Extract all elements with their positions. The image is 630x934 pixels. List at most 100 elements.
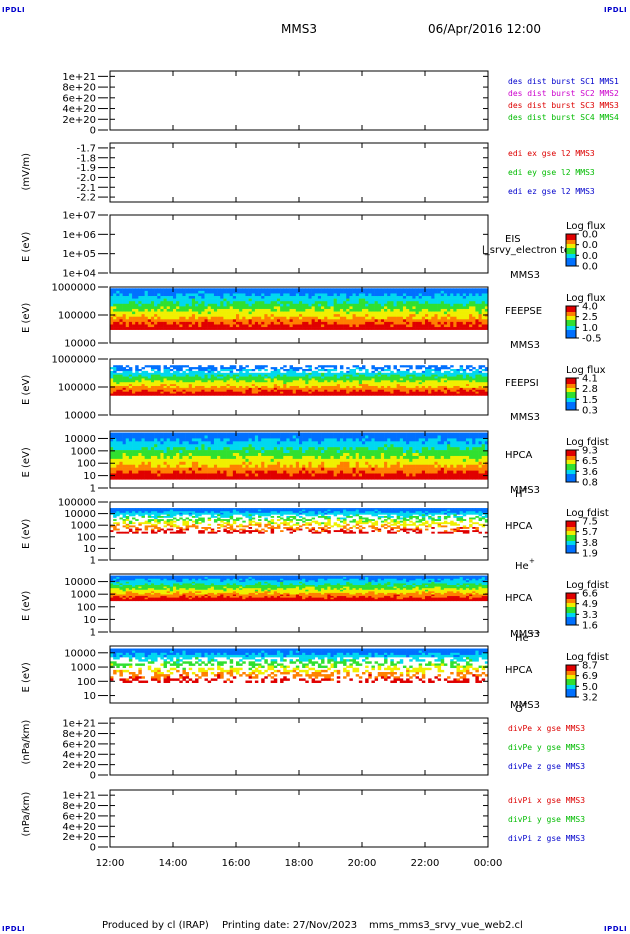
spectrogram-cell (157, 389, 161, 392)
spectrogram-cell (305, 372, 309, 375)
spectrogram-cell (154, 450, 158, 454)
spectrogram-cell (308, 387, 312, 391)
spectrogram-cell (406, 327, 410, 330)
spectrogram-cell (258, 467, 262, 471)
spectrogram-cell (443, 293, 448, 297)
spectrogram-cell (292, 444, 297, 448)
spectrogram-cell (198, 327, 202, 330)
spectrogram-cell (302, 296, 306, 299)
spectrogram-cell (176, 473, 180, 477)
spectrogram-cell (428, 378, 432, 381)
spectrogram-cell (157, 306, 161, 310)
spectrogram-cell (295, 435, 300, 439)
spectrogram-cell (308, 314, 312, 318)
spectrogram-cell (261, 298, 265, 302)
spectrogram-cell (242, 372, 246, 375)
spectrogram-cell (147, 473, 152, 477)
spectrogram-cell (481, 314, 486, 318)
spectrogram-cell (292, 470, 297, 474)
spectrogram-cell (160, 389, 164, 392)
spectrogram-cell (125, 298, 130, 302)
spectrogram-cell (217, 314, 221, 318)
spectrogram-cell (270, 290, 275, 294)
spectrogram-cell (399, 316, 404, 320)
spectrogram-cell (349, 374, 353, 377)
spectrogram-cell (409, 290, 413, 294)
spectrogram-cell (254, 470, 259, 474)
spectrogram-cell (273, 376, 278, 379)
spectrogram-cell (453, 385, 457, 389)
spectrogram-cell (317, 301, 322, 305)
spectrogram-cell (110, 470, 114, 474)
spectrogram-cell (362, 324, 366, 328)
spectrogram-cell (220, 288, 224, 292)
spectrogram-cell (406, 393, 410, 396)
spectrogram-cell (116, 450, 120, 454)
colorbar-segment (566, 400, 576, 403)
spectrogram-cell (447, 308, 451, 312)
spectrogram-cell (305, 393, 309, 396)
spectrogram-cell (406, 293, 410, 297)
spectrogram-cell (412, 380, 416, 383)
spectrogram-cell (210, 467, 215, 471)
spectrogram-cell (286, 368, 290, 372)
spectrogram-cell (182, 288, 186, 292)
spectrogram-cell (248, 450, 253, 454)
spectrogram-cell (147, 447, 152, 451)
spectrogram-cell (195, 298, 199, 302)
spectrogram-cell (176, 393, 180, 396)
spectrogram-cell (198, 308, 202, 312)
spectrogram-cell (362, 327, 366, 330)
spectrogram-cell (135, 290, 139, 294)
spectrogram-cell (254, 303, 259, 307)
spectrogram-cell (447, 303, 451, 307)
spectrogram-cell (245, 303, 249, 307)
spectrogram-cell (283, 473, 287, 477)
spectrogram-cell (431, 306, 435, 310)
spectrogram-cell (207, 308, 212, 312)
spectrogram-cell (248, 327, 253, 330)
spectrogram-cell (191, 324, 196, 328)
spectrogram-cell (116, 380, 120, 383)
spectrogram-cell (242, 470, 246, 474)
spectrogram-cell (185, 447, 190, 451)
spectrogram-cell (273, 321, 278, 325)
spectrogram-cell (295, 389, 300, 392)
spectrogram-cell (191, 438, 196, 442)
spectrogram-cell (113, 473, 117, 477)
spectrogram-cell (431, 314, 435, 318)
spectrogram-cell (295, 432, 300, 436)
spectrogram-cell (160, 393, 164, 396)
spectrogram-cell (440, 298, 445, 302)
spectrogram-cell (154, 476, 158, 480)
spectrogram-cell (261, 391, 265, 394)
spectrogram-cell (157, 464, 161, 468)
spectrogram-cell (302, 288, 306, 292)
spectrogram-cell (371, 376, 375, 379)
spectrogram-cell (302, 293, 306, 297)
spectrogram-cell (176, 314, 180, 318)
spectrogram-cell (188, 293, 193, 297)
spectrogram-cell (261, 365, 265, 368)
spectrogram-cell (459, 311, 464, 315)
spectrogram-cell (292, 321, 297, 325)
spectrogram-cell (481, 301, 486, 305)
spectrogram-cell (365, 382, 369, 385)
spectrogram-cell (425, 319, 429, 323)
spectrogram-cell (132, 296, 136, 299)
spectrogram-cell (144, 385, 149, 389)
spectrogram-cell (286, 319, 290, 323)
spectrogram-cell (157, 376, 161, 379)
spectrogram-cell (217, 450, 221, 454)
spectrogram-cell (295, 288, 300, 292)
spectrogram-cell (336, 311, 341, 315)
spectrogram-cell (176, 464, 180, 468)
spectrogram-cell (242, 303, 246, 307)
spectrogram-cell (261, 293, 265, 297)
spectrogram-cell (299, 306, 303, 310)
spectrogram-cell (425, 306, 429, 310)
spectrogram-cell (475, 387, 479, 391)
spectrogram-cell (267, 385, 271, 389)
spectrogram-cell (135, 293, 139, 297)
spectrogram-cell (475, 316, 479, 320)
